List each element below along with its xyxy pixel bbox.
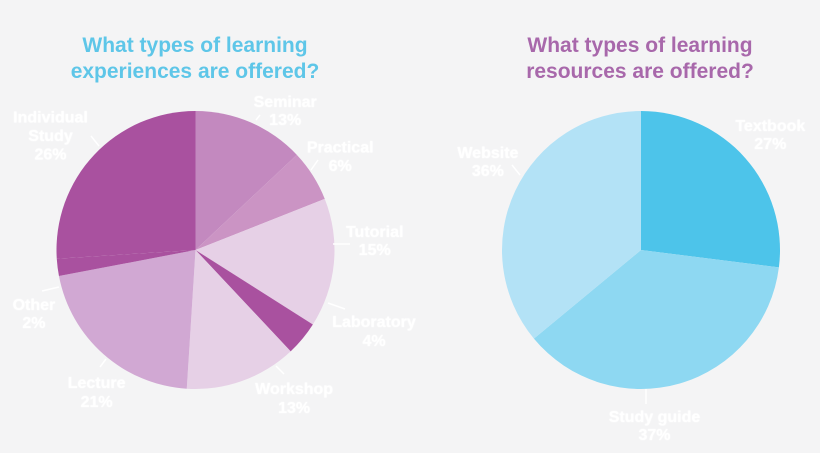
svg-text:26%: 26% (34, 147, 66, 164)
svg-text:Workshop: Workshop (255, 381, 333, 398)
svg-text:Website: Website (457, 145, 518, 162)
svg-text:37%: 37% (638, 427, 670, 444)
svg-text:Study: Study (28, 128, 73, 145)
svg-text:Lecture: Lecture (68, 375, 126, 392)
svg-text:13%: 13% (278, 400, 310, 417)
svg-text:27%: 27% (754, 136, 786, 153)
svg-text:Individual: Individual (13, 110, 88, 127)
svg-text:Textbook: Textbook (735, 118, 805, 135)
svg-text:36%: 36% (472, 163, 504, 180)
svg-text:6%: 6% (329, 158, 352, 175)
svg-text:Other: Other (13, 297, 56, 314)
svg-text:Practical: Practical (307, 139, 374, 156)
svg-text:21%: 21% (81, 394, 113, 411)
svg-text:2%: 2% (22, 315, 45, 332)
svg-text:15%: 15% (359, 242, 391, 259)
svg-text:Tutorial: Tutorial (346, 224, 403, 241)
svg-text:Study guide: Study guide (609, 409, 701, 426)
svg-text:4%: 4% (362, 333, 385, 350)
svg-text:Seminar: Seminar (254, 94, 317, 111)
svg-text:Laboratory: Laboratory (332, 314, 416, 331)
svg-text:13%: 13% (269, 112, 301, 129)
